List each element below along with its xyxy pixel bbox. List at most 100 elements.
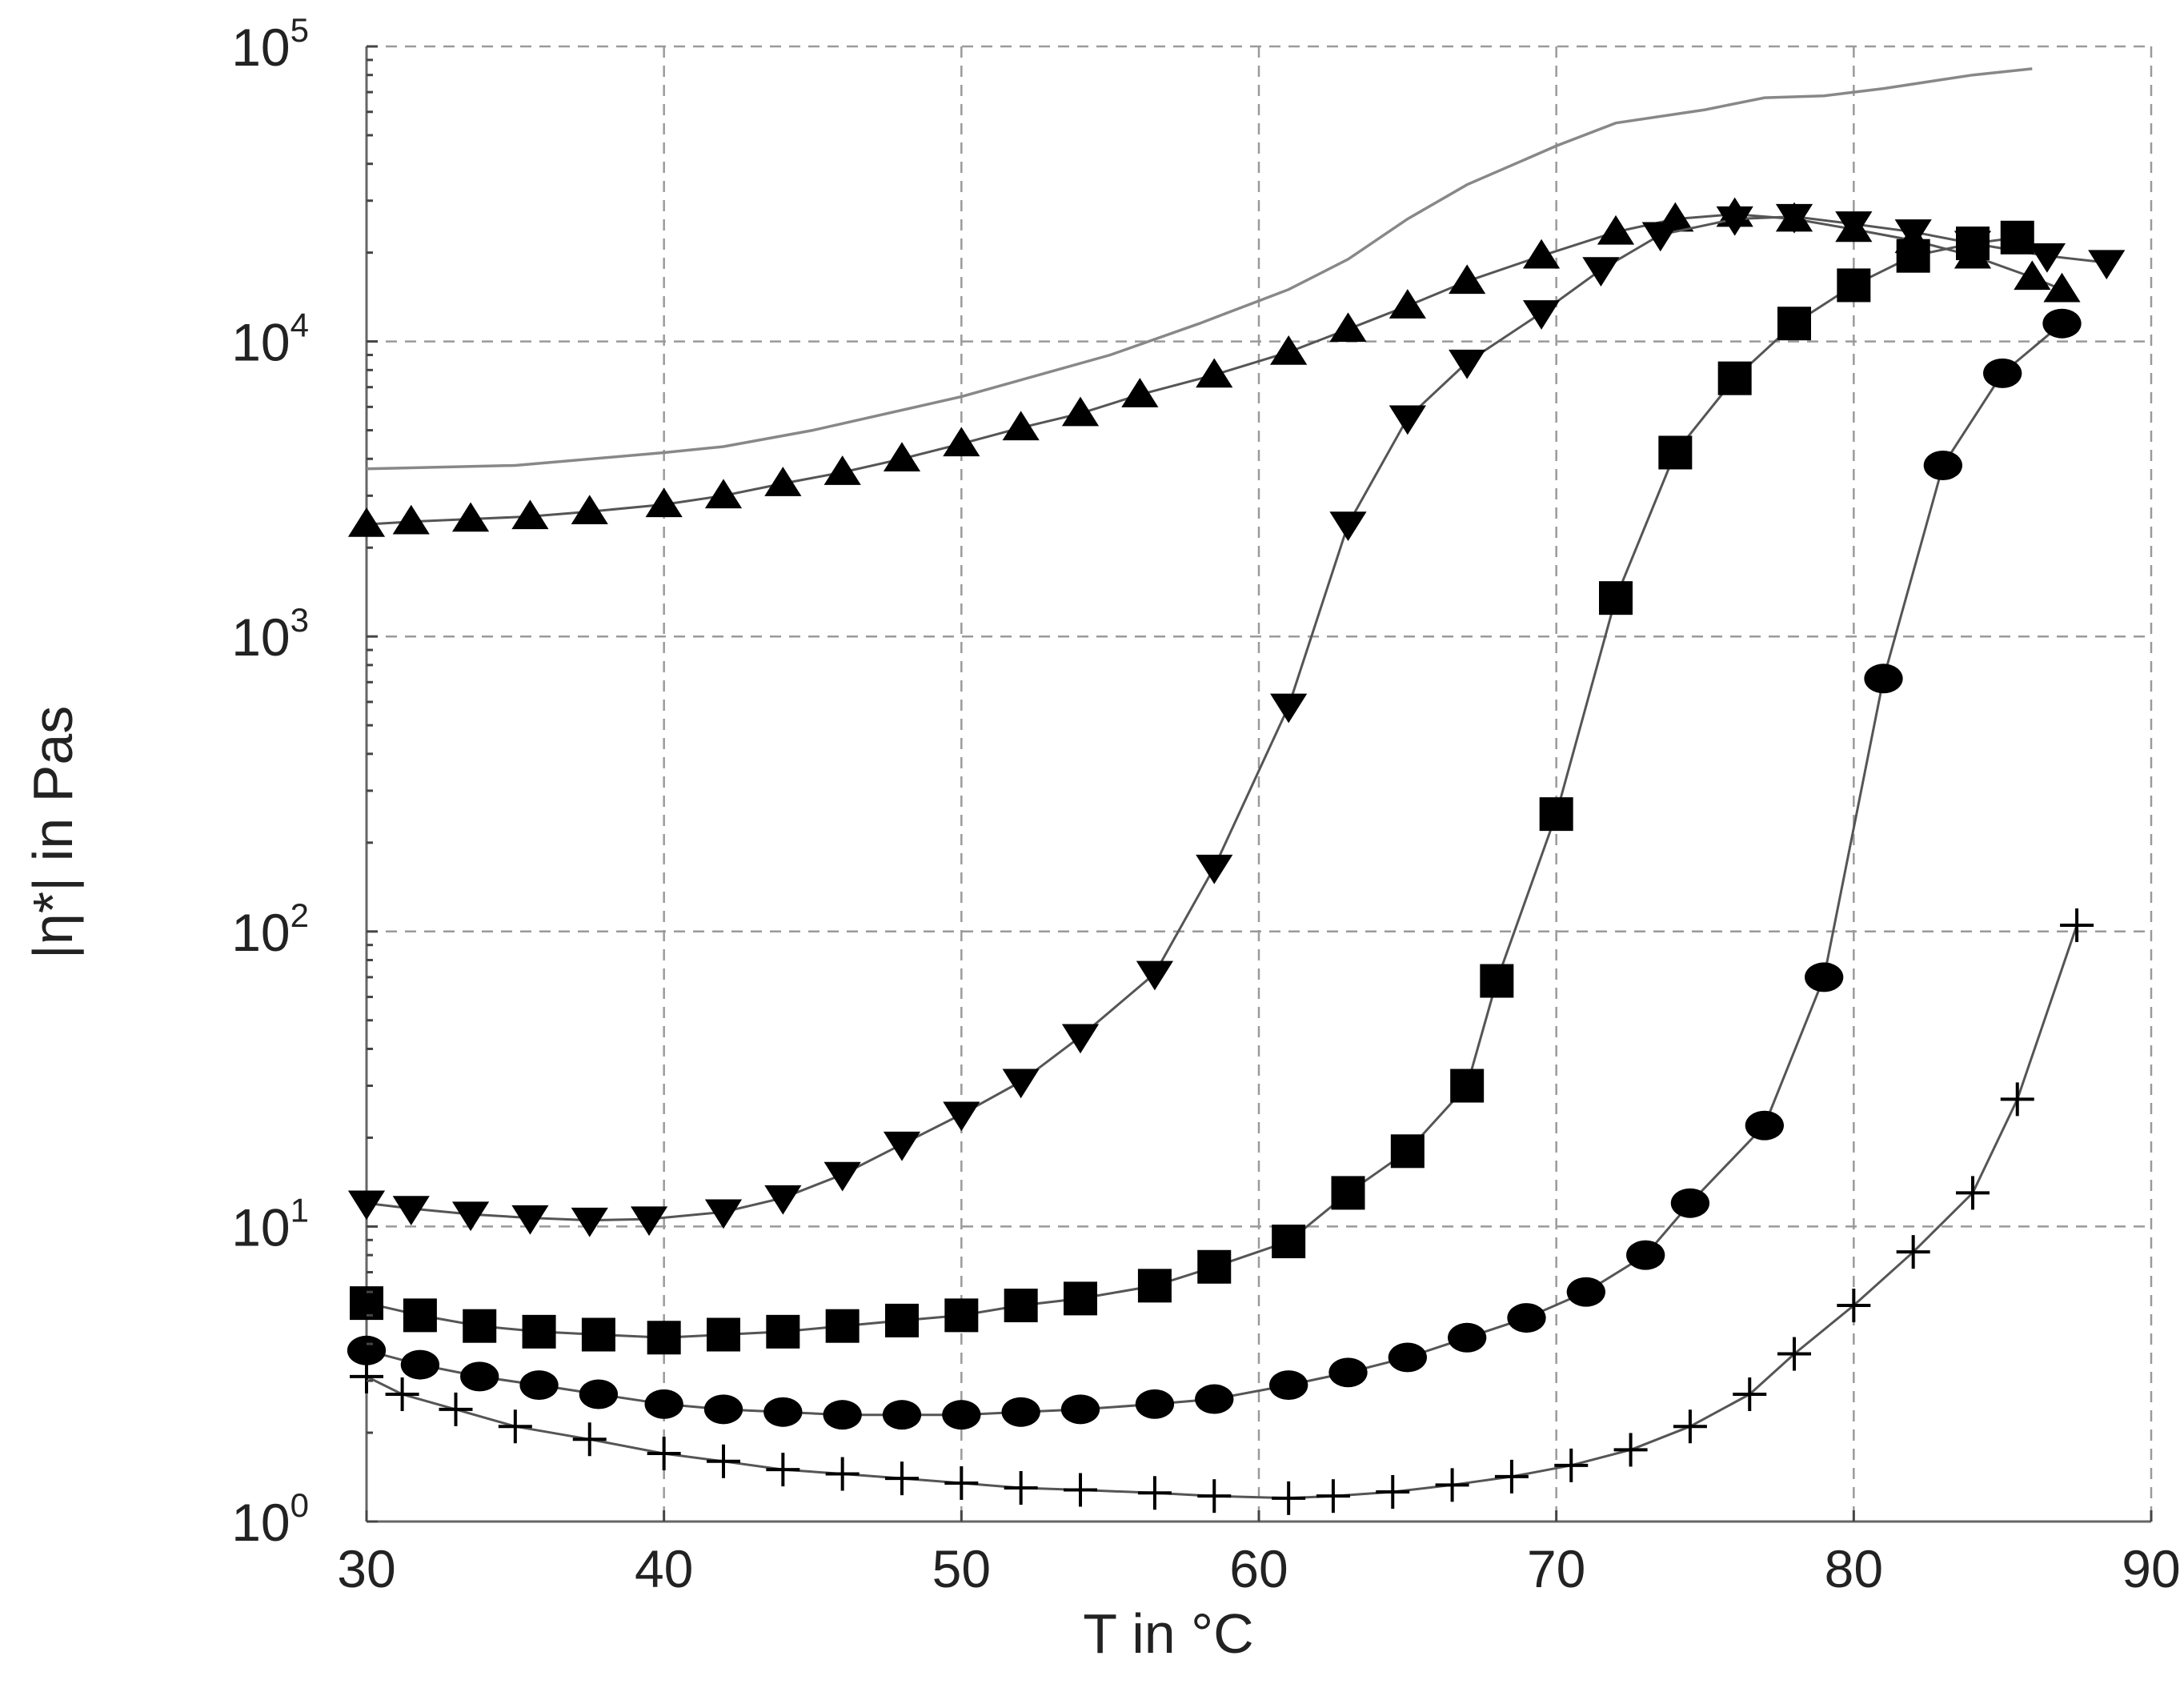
data-point-circle	[400, 1349, 440, 1380]
data-point-triangle-down	[2028, 243, 2066, 273]
series-square	[350, 220, 2034, 1355]
series-none	[366, 67, 2033, 471]
x-axis-ticks: 30 40 50 60 70 80 90	[337, 1510, 2181, 1598]
x-tick-label: 80	[1825, 1539, 1883, 1598]
data-point-circle	[1001, 1397, 1040, 1427]
data-point-plus	[825, 1457, 860, 1491]
data-point-triangle-down	[1196, 854, 1233, 884]
data-point-circle	[703, 1394, 743, 1425]
data-point-triangle-down	[704, 1199, 743, 1229]
data-point-triangle-up	[645, 487, 683, 518]
data-point-square	[1272, 1225, 1306, 1259]
data-point-square	[1480, 964, 1514, 998]
data-point-triangle-up	[1389, 289, 1426, 319]
y-axis-title: |η*| in Pas	[22, 706, 84, 960]
data-point-circle	[347, 1335, 387, 1365]
data-point-triangle-up	[511, 499, 549, 530]
data-point-square	[522, 1314, 556, 1349]
data-point-triangle-down	[392, 1196, 430, 1226]
data-point-square	[707, 1317, 740, 1352]
data-point-triangle-down	[1061, 1024, 1100, 1054]
data-point-plus	[647, 1437, 681, 1471]
data-point-triangle-down	[1894, 219, 1932, 249]
data-point-circle	[579, 1379, 619, 1409]
data-point-triangle-down	[943, 1101, 980, 1132]
data-point-square	[1004, 1289, 1038, 1323]
y-tick-label: 103	[231, 601, 309, 667]
series-circle	[347, 308, 2082, 1430]
data-point-square	[1717, 361, 1752, 395]
data-point-plus	[1733, 1377, 1767, 1411]
data-point-square	[825, 1309, 860, 1343]
data-point-triangle-down	[2088, 250, 2126, 280]
data-point-circle	[1626, 1240, 1665, 1270]
data-point-square	[1896, 239, 1930, 273]
data-point-square	[1539, 797, 1573, 832]
data-point-square	[1837, 268, 1871, 303]
data-point-plus	[944, 1465, 979, 1500]
data-point-circle	[519, 1370, 559, 1401]
series-group	[347, 67, 2126, 1515]
x-tick-label: 90	[2122, 1539, 2180, 1598]
data-point-square	[944, 1298, 979, 1333]
data-point-circle	[1805, 962, 1844, 992]
data-point-square	[1777, 307, 1811, 341]
x-tick-label: 40	[635, 1539, 693, 1598]
data-point-circle	[1983, 358, 2022, 388]
data-point-plus	[885, 1461, 919, 1496]
data-point-triangle-down	[1775, 203, 1813, 234]
data-point-triangle-up	[1329, 312, 1367, 343]
data-point-triangle-down	[1582, 257, 1620, 287]
data-point-triangle-up	[704, 479, 743, 509]
data-point-triangle-up	[1121, 378, 1159, 407]
data-point-triangle-down	[1716, 206, 1753, 236]
data-point-triangle-down	[1641, 222, 1679, 252]
data-point-triangle-down	[764, 1185, 802, 1215]
data-point-triangle-up	[571, 495, 608, 524]
data-point-plus	[1896, 1235, 1930, 1269]
series-triangle-up	[347, 197, 2081, 537]
data-point-circle	[1269, 1370, 1308, 1401]
data-point-plus	[1137, 1476, 1172, 1510]
data-point-plus	[1435, 1468, 1469, 1502]
data-point-triangle-down	[1835, 211, 1873, 241]
data-point-square	[1450, 1069, 1485, 1103]
data-point-plus	[439, 1392, 473, 1426]
x-tick-label: 30	[337, 1539, 395, 1598]
data-point-square	[2000, 220, 2034, 255]
data-point-triangle-up	[347, 507, 386, 537]
data-point-plus	[2000, 1082, 2034, 1117]
data-point-triangle-up	[392, 504, 430, 535]
data-point-circle	[460, 1361, 499, 1392]
data-point-square	[1137, 1269, 1172, 1303]
y-tick-label: 100	[231, 1486, 309, 1552]
data-point-triangle-down	[1449, 349, 1486, 379]
data-point-square	[647, 1321, 681, 1355]
data-point-plus	[1613, 1433, 1648, 1467]
data-point-plus	[1494, 1459, 1529, 1494]
data-point-triangle-up	[824, 455, 861, 485]
x-tick-label: 70	[1527, 1539, 1585, 1598]
data-point-plus	[1316, 1479, 1350, 1514]
data-point-circle	[1195, 1384, 1234, 1414]
data-point-plus	[1956, 1176, 1990, 1210]
y-tick-label: 101	[231, 1191, 309, 1257]
data-point-circle	[942, 1400, 981, 1430]
data-point-square	[766, 1314, 800, 1349]
data-point-triangle-up	[883, 442, 921, 472]
data-point-plus	[572, 1422, 607, 1457]
data-point-square	[1956, 227, 1990, 261]
y-tick-label: 105	[231, 11, 309, 77]
data-point-triangle-down	[1389, 405, 1426, 435]
data-point-triangle-up	[2014, 260, 2051, 291]
data-point-circle	[1507, 1303, 1546, 1333]
data-point-triangle-up	[1449, 264, 1486, 295]
data-point-triangle-up	[1002, 411, 1040, 441]
data-point-square	[581, 1317, 615, 1352]
data-point-plus	[1004, 1471, 1038, 1506]
x-tick-label: 60	[1229, 1539, 1288, 1598]
data-point-plus	[766, 1453, 800, 1487]
data-point-square	[885, 1303, 919, 1337]
data-point-plus	[2060, 908, 2094, 942]
data-point-square	[403, 1298, 437, 1333]
